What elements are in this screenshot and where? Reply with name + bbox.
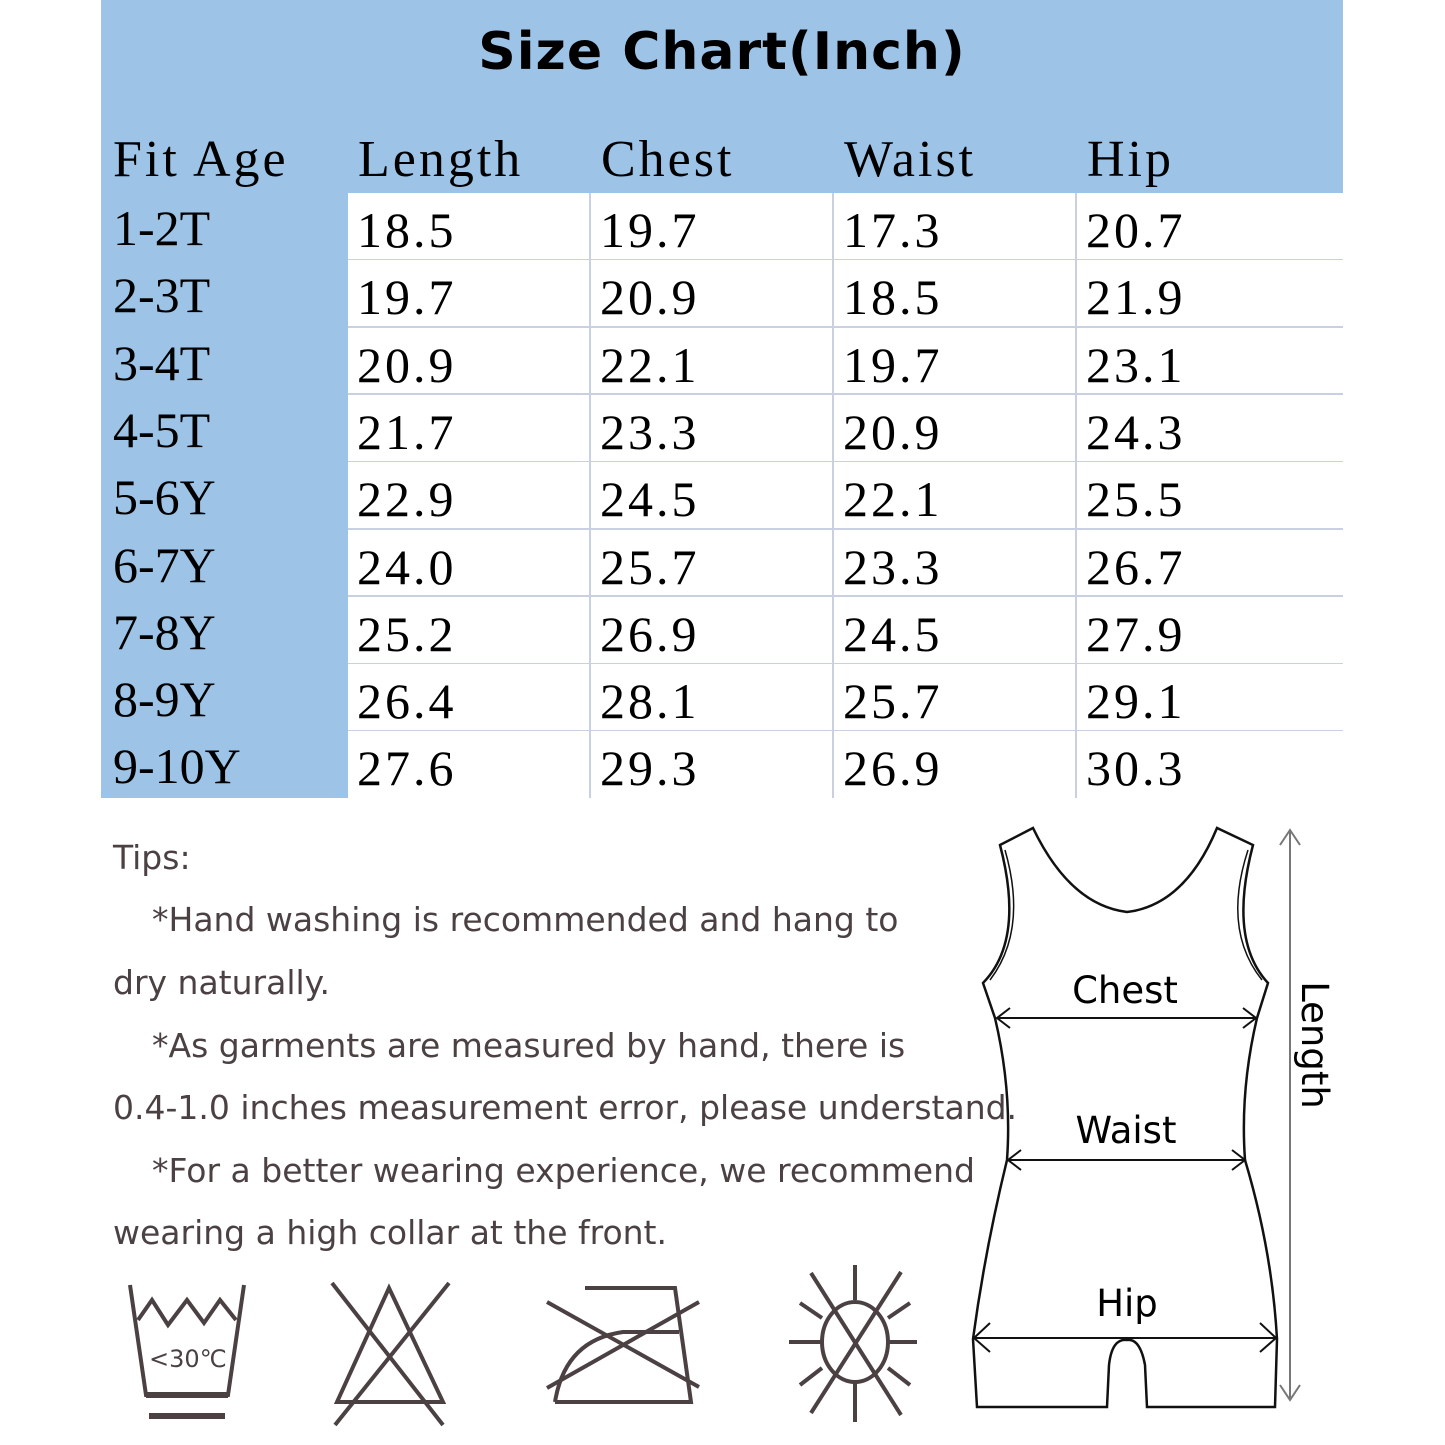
length-label: Length	[1293, 981, 1336, 1109]
size-cell: 24.5	[591, 462, 834, 530]
size-cell: 22.9	[348, 462, 591, 530]
fit-age-cell: 5-6Y	[113, 469, 216, 526]
do-not-sun-dry-icon	[789, 1265, 917, 1422]
size-cell: 26.7	[1077, 529, 1343, 598]
size-cell: 22.1	[591, 327, 834, 396]
column-header: Length	[358, 131, 524, 188]
size-cell: 25.2	[348, 596, 591, 665]
fit-age-cell: 1-2T	[113, 200, 211, 256]
fit-age-cell: 8-9Y	[113, 671, 216, 728]
column-header: Waist	[844, 131, 977, 188]
size-cell: 20.9	[591, 260, 834, 329]
table-header-background	[101, 0, 1343, 193]
size-cell: 27.9	[1077, 596, 1343, 665]
fit-age-cell: 7-8Y	[113, 603, 216, 660]
garment-outline	[971, 826, 1279, 1409]
hip-label: Hip	[1096, 1282, 1158, 1325]
size-cell: 27.6	[348, 731, 591, 798]
tip-line: 0.4-1.0 inches measurement error, please…	[113, 1088, 1018, 1127]
size-cell: 19.7	[591, 193, 834, 261]
column-header: Hip	[1087, 131, 1174, 188]
tip-line: dry naturally.	[113, 963, 330, 1002]
length-arrow	[1279, 828, 1301, 1402]
chart-title: Size Chart(Inch)	[478, 22, 966, 82]
size-cell: 23.3	[591, 394, 834, 463]
tip-line: wearing a high collar at the front.	[113, 1213, 667, 1252]
size-cell: 29.1	[1077, 664, 1343, 732]
size-cell: 19.7	[834, 327, 1077, 396]
size-cell: 23.3	[834, 529, 1077, 598]
waist-label: Waist	[1076, 1109, 1177, 1152]
size-cell: 21.9	[1077, 260, 1343, 329]
size-cell: 20.9	[834, 394, 1077, 463]
fit-age-column-background	[101, 193, 348, 798]
size-cell: 18.5	[348, 193, 591, 261]
size-cell: 28.1	[591, 664, 834, 732]
tip-line: *As garments are measured by hand, there…	[152, 1026, 906, 1065]
fit-age-cell: 4-5T	[113, 401, 211, 458]
size-cell: 25.5	[1077, 462, 1343, 530]
size-cell: 25.7	[834, 664, 1077, 732]
size-cell: 30.3	[1077, 731, 1343, 798]
do-not-bleach-icon	[330, 1281, 451, 1427]
size-cell: 24.0	[348, 529, 591, 598]
measure-arrows	[972, 1007, 1278, 1353]
size-cell: 19.7	[348, 260, 591, 329]
size-cell: 20.7	[1077, 193, 1343, 261]
garment-diagram: Chest Waist Hip Length	[971, 826, 1336, 1409]
fit-age-cell: 3-4T	[113, 334, 211, 391]
size-cell: 24.5	[834, 596, 1077, 665]
fit-age-cell: 9-10Y	[113, 738, 241, 795]
column-header: Fit Age	[113, 131, 289, 188]
size-cell: 17.3	[834, 193, 1077, 261]
size-cell: 22.1	[834, 462, 1077, 530]
size-cell: 29.3	[591, 731, 834, 798]
wash-temperature-label: <30℃	[149, 1345, 227, 1373]
size-cell: 23.1	[1077, 327, 1343, 396]
size-cell: 20.9	[348, 327, 591, 396]
tip-line: *For a better wearing experience, we rec…	[152, 1151, 975, 1190]
size-cell: 21.7	[348, 394, 591, 463]
size-cell: 26.9	[591, 596, 834, 665]
column-header: Chest	[601, 131, 735, 188]
do-not-iron-icon	[546, 1286, 700, 1404]
tip-line: *Hand washing is recommended and hang to	[152, 900, 899, 939]
chest-label: Chest	[1072, 969, 1178, 1012]
fit-age-cell: 6-7Y	[113, 536, 216, 593]
size-cell: 24.3	[1077, 394, 1343, 463]
hand-wash-icon: <30℃	[128, 1284, 246, 1419]
size-cell: 18.5	[834, 260, 1077, 329]
fit-age-cell: 2-3T	[113, 267, 211, 324]
size-cell: 26.4	[348, 664, 591, 732]
size-cell: 26.9	[834, 731, 1077, 798]
size-cell: 25.7	[591, 529, 834, 598]
tips-heading: Tips:	[113, 838, 191, 877]
